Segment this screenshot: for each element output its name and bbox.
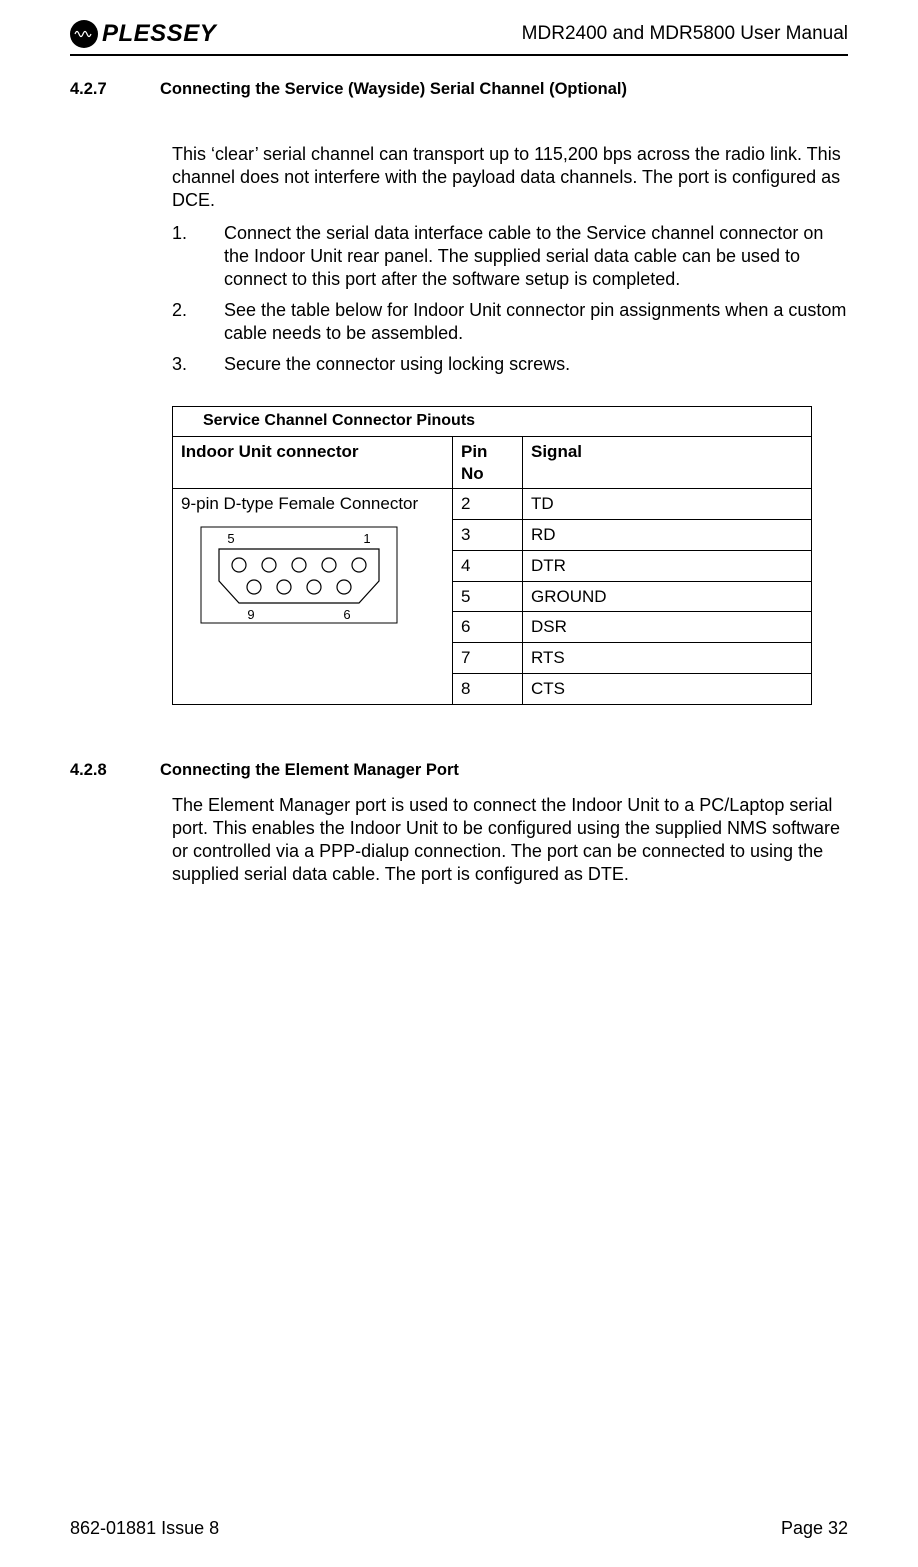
- logo-icon: [70, 20, 98, 48]
- section-heading: 4.2.7 Connecting the Service (Wayside) S…: [70, 80, 848, 99]
- step-number: 1.: [172, 222, 194, 291]
- pin-label: 1: [363, 531, 370, 546]
- pinout-table: Service Channel Connector Pinouts Indoor…: [172, 406, 812, 704]
- section-number: 4.2.7: [70, 80, 132, 99]
- page-header: PLESSEY MDR2400 and MDR5800 User Manual: [70, 20, 848, 56]
- table-row: Service Channel Connector Pinouts: [173, 407, 812, 436]
- pin-signal: RTS: [523, 643, 812, 674]
- step-text: See the table below for Indoor Unit conn…: [224, 299, 848, 345]
- pin-label: 6: [343, 607, 350, 622]
- pin-number: 4: [453, 550, 523, 581]
- footer-right: Page 32: [781, 1518, 848, 1539]
- table-title: Service Channel Connector Pinouts: [173, 407, 812, 436]
- pin-signal: GROUND: [523, 581, 812, 612]
- section-title: Connecting the Service (Wayside) Serial …: [160, 80, 627, 99]
- pin-number: 5: [453, 581, 523, 612]
- pin-number: 8: [453, 673, 523, 704]
- list-item: 2. See the table below for Indoor Unit co…: [172, 299, 848, 345]
- section-title: Connecting the Element Manager Port: [160, 761, 459, 780]
- table-header: Pin No: [453, 436, 523, 489]
- step-text: Secure the connector using locking screw…: [224, 353, 570, 376]
- page: PLESSEY MDR2400 and MDR5800 User Manual …: [0, 0, 918, 1567]
- body-paragraph: The Element Manager port is used to conn…: [172, 794, 848, 886]
- pin-label: 5: [227, 531, 234, 546]
- table-header: Signal: [523, 436, 812, 489]
- table-header: Indoor Unit connector: [173, 436, 453, 489]
- page-footer: 862-01881 Issue 8 Page 32: [70, 1518, 848, 1539]
- logo-text: PLESSEY: [102, 20, 216, 48]
- section-heading: 4.2.8 Connecting the Element Manager Por…: [70, 761, 848, 780]
- pin-number: 6: [453, 612, 523, 643]
- intro-paragraph: This ‘clear’ serial channel can transpor…: [172, 143, 848, 212]
- footer-left: 862-01881 Issue 8: [70, 1518, 219, 1539]
- pin-signal: RD: [523, 520, 812, 551]
- connector-label: 9-pin D-type Female Connector: [181, 494, 418, 513]
- table-row: Indoor Unit connector Pin No Signal: [173, 436, 812, 489]
- pin-label: 9: [247, 607, 254, 622]
- pin-number: 2: [453, 489, 523, 520]
- pin-signal: TD: [523, 489, 812, 520]
- pin-number: 3: [453, 520, 523, 551]
- step-text: Connect the serial data interface cable …: [224, 222, 848, 291]
- section-body: This ‘clear’ serial channel can transpor…: [172, 143, 848, 705]
- connector-diagram: 5 1 9 6: [199, 525, 444, 631]
- pin-signal: DSR: [523, 612, 812, 643]
- document-title: MDR2400 and MDR5800 User Manual: [522, 23, 848, 45]
- list-item: 3. Secure the connector using locking scr…: [172, 353, 848, 376]
- list-item: 1. Connect the serial data interface cabl…: [172, 222, 848, 291]
- pin-signal: DTR: [523, 550, 812, 581]
- pin-signal: CTS: [523, 673, 812, 704]
- step-number: 3.: [172, 353, 194, 376]
- table-row: 9-pin D-type Female Connector 5 1 9 6: [173, 489, 812, 520]
- logo: PLESSEY: [70, 20, 216, 48]
- steps-list: 1. Connect the serial data interface cabl…: [172, 222, 848, 376]
- section-body: The Element Manager port is used to conn…: [172, 794, 848, 886]
- step-number: 2.: [172, 299, 194, 345]
- pin-number: 7: [453, 643, 523, 674]
- connector-cell: 9-pin D-type Female Connector 5 1 9 6: [173, 489, 453, 704]
- section-number: 4.2.8: [70, 761, 132, 780]
